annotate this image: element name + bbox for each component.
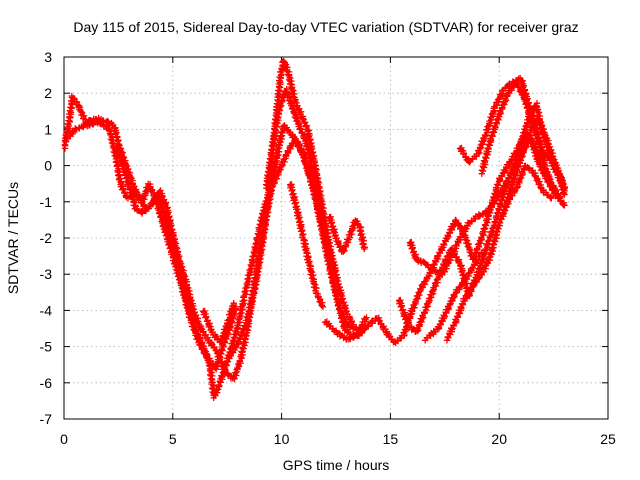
y-tick-label: -1	[40, 194, 53, 210]
x-axis-label: GPS time / hours	[283, 457, 390, 473]
x-tick-labels: 0 5 10 15 20 25	[60, 431, 616, 447]
y-tick-label: -5	[40, 339, 53, 355]
sdtvar-track-points	[443, 162, 555, 344]
axis-ticks	[63, 56, 609, 420]
data-points	[61, 57, 569, 402]
x-tick-label: 25	[600, 431, 616, 447]
y-tick-label: 3	[44, 49, 52, 65]
sdtvar-track-points	[63, 118, 240, 373]
y-axis-label: SDTVAR / TECUs	[5, 182, 21, 294]
y-tick-label: -6	[40, 375, 53, 391]
x-tick-label: 20	[491, 431, 507, 447]
sdtvar-track-points	[200, 300, 238, 346]
y-tick-label: -7	[40, 411, 53, 427]
sdtvar-track-points	[422, 249, 485, 344]
y-tick-label: -4	[40, 302, 53, 318]
y-tick-label: 1	[44, 121, 52, 137]
y-tick-labels: 3 2 1 0 -1 -2 -3 -4 -5 -6 -7	[40, 49, 53, 427]
sdtvar-track-points	[500, 115, 569, 217]
x-tick-label: 5	[169, 431, 177, 447]
chart-title: Day 115 of 2015, Sidereal Day-to-day VTE…	[73, 19, 578, 35]
y-tick-label: 2	[44, 85, 52, 101]
y-tick-label: -2	[40, 230, 53, 246]
y-tick-label: -3	[40, 266, 53, 282]
sdtvar-track-points	[326, 213, 368, 255]
sdtvar-track-points	[321, 130, 564, 347]
sdtvar-track-points	[287, 181, 327, 310]
y-tick-label: 0	[44, 158, 52, 174]
x-tick-label: 15	[383, 431, 399, 447]
x-tick-label: 0	[60, 431, 68, 447]
sdtvar-track-points	[262, 85, 370, 340]
x-tick-label: 10	[274, 431, 290, 447]
